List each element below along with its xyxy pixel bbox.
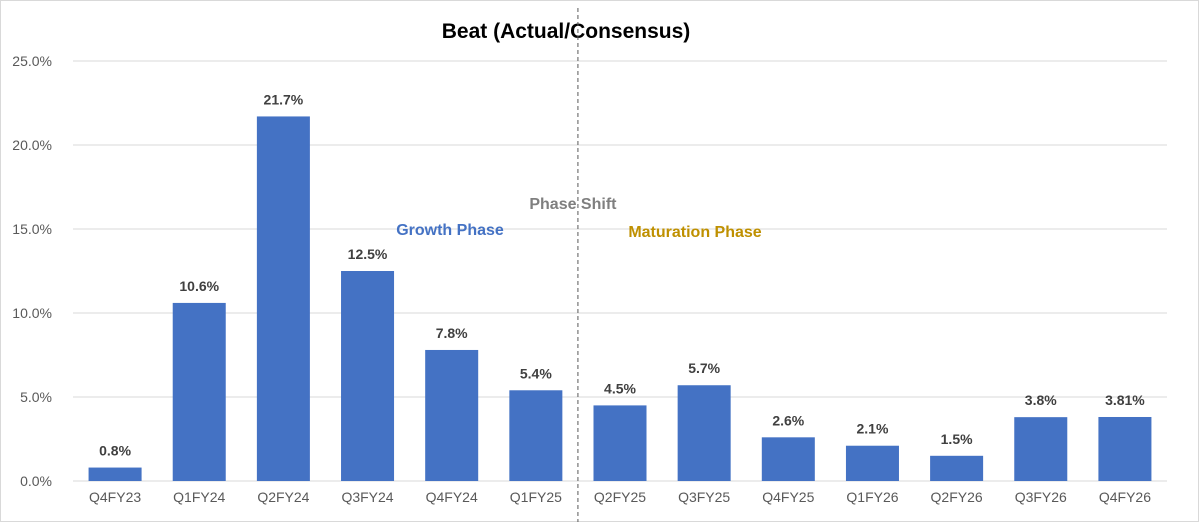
x-tick-label: Q4FY24	[426, 489, 478, 505]
data-label: 12.5%	[348, 246, 388, 262]
x-axis-ticks: Q4FY23 Q1FY24 Q2FY24 Q3FY24 Q4FY24 Q1FY25 Q2FY…	[89, 489, 1151, 505]
y-tick-label: 15.0%	[12, 221, 52, 237]
bar	[256, 116, 310, 481]
bars	[88, 116, 1152, 481]
y-tick-label: 5.0%	[20, 389, 52, 405]
gridlines	[73, 60, 1167, 482]
data-label: 5.7%	[688, 360, 720, 376]
y-tick-label: 10.0%	[12, 305, 52, 321]
bar	[1098, 416, 1152, 481]
bar	[593, 405, 647, 481]
x-tick-label: Q4FY26	[1099, 489, 1151, 505]
data-label: 3.81%	[1105, 392, 1145, 408]
chart-title: Beat (Actual/Consensus)	[442, 20, 691, 43]
bar	[677, 385, 731, 481]
data-label: 10.6%	[179, 278, 219, 294]
data-label: 4.5%	[604, 380, 636, 396]
y-tick-label: 20.0%	[12, 137, 52, 153]
bar	[341, 271, 395, 481]
data-labels: 0.8% 10.6% 21.7% 12.5% 7.8% 5.4% 4.5% 5.7% 2.6% 2…	[99, 91, 1145, 458]
data-label: 1.5%	[941, 431, 973, 447]
bar	[930, 455, 984, 481]
phase-shift-label: Phase Shift	[529, 196, 617, 213]
x-tick-label: Q3FY25	[678, 489, 730, 505]
phase-annotations: Phase Shift Growth Phase Maturation Phas…	[396, 8, 762, 522]
x-tick-label: Q1FY26	[846, 489, 898, 505]
bar	[509, 390, 563, 481]
bar	[761, 437, 815, 481]
x-tick-label: Q1FY25	[510, 489, 562, 505]
x-tick-label: Q3FY26	[1015, 489, 1067, 505]
data-label: 2.6%	[772, 412, 804, 428]
bar	[172, 302, 226, 481]
bar	[1014, 417, 1068, 481]
x-tick-label: Q2FY24	[257, 489, 309, 505]
data-label: 5.4%	[520, 365, 552, 381]
growth-phase-label: Growth Phase	[396, 222, 504, 239]
y-axis-ticks: 0.0% 5.0% 10.0% 15.0% 20.0% 25.0%	[12, 53, 52, 489]
y-tick-label: 0.0%	[20, 473, 52, 489]
x-tick-label: Q4FY25	[762, 489, 814, 505]
x-tick-label: Q4FY23	[89, 489, 141, 505]
x-tick-label: Q3FY24	[341, 489, 393, 505]
data-label: 3.8%	[1025, 392, 1057, 408]
x-tick-label: Q2FY26	[931, 489, 983, 505]
data-label: 2.1%	[857, 421, 889, 437]
data-label: 7.8%	[436, 325, 468, 341]
bar	[845, 445, 899, 481]
x-tick-label: Q2FY25	[594, 489, 646, 505]
data-label: 0.8%	[99, 443, 131, 459]
bar	[425, 349, 479, 481]
maturation-phase-label: Maturation Phase	[628, 224, 761, 241]
data-label: 21.7%	[264, 91, 304, 107]
bar	[88, 467, 142, 481]
y-tick-label: 25.0%	[12, 53, 52, 69]
x-tick-label: Q1FY24	[173, 489, 225, 505]
